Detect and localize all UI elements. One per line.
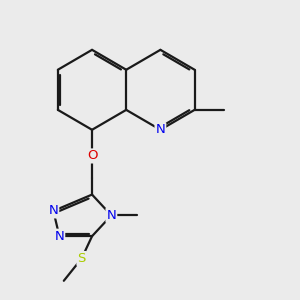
Text: N: N bbox=[49, 204, 58, 218]
Text: S: S bbox=[77, 252, 86, 265]
Text: N: N bbox=[106, 209, 116, 222]
Text: O: O bbox=[87, 149, 97, 162]
Text: N: N bbox=[155, 123, 165, 136]
Text: N: N bbox=[55, 230, 64, 243]
